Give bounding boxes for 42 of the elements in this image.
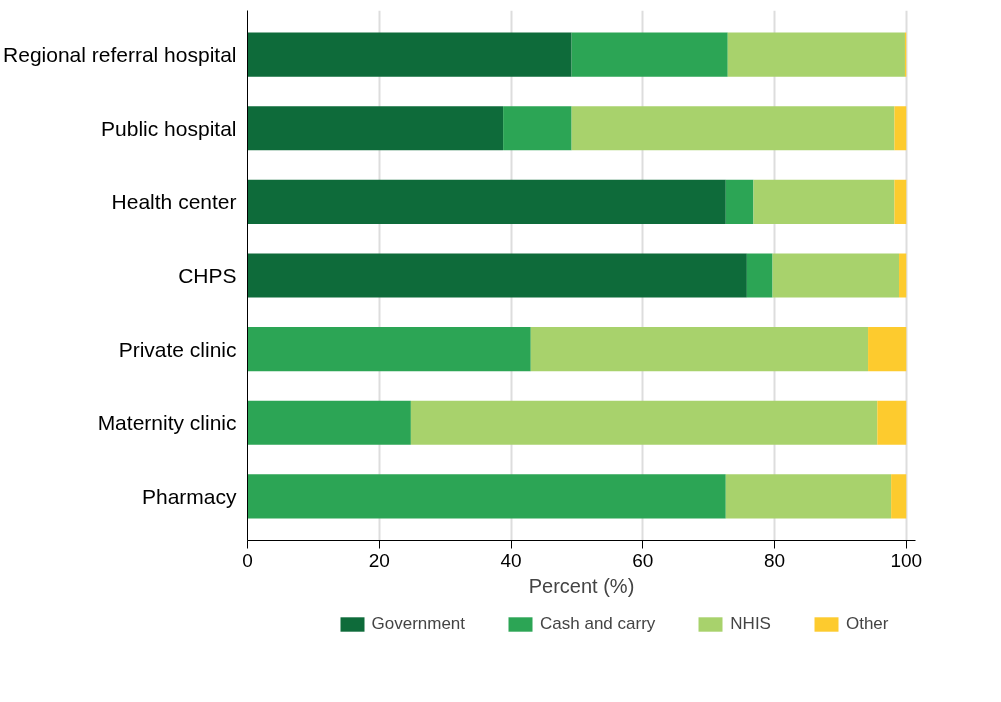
- y-tick-label: Regional referral hospital: [3, 43, 237, 67]
- x-tick-label: 0: [242, 549, 253, 571]
- legend-label: Other: [845, 614, 889, 634]
- bar: [410, 400, 878, 445]
- x-tick-label: 20: [368, 549, 390, 571]
- bar: [247, 179, 726, 224]
- bar: [753, 179, 895, 224]
- bar: [247, 327, 531, 372]
- bar: [247, 253, 747, 298]
- bar: [247, 400, 411, 445]
- x-axis-title: Percent (%): [528, 574, 635, 597]
- legend-label: Government: [371, 614, 466, 634]
- bar: [503, 106, 572, 151]
- legend-label: Cash and carry: [540, 614, 656, 634]
- y-tick-label: Private clinic: [118, 337, 237, 361]
- y-tick-label: Public hospital: [101, 116, 237, 140]
- x-tick-label: 100: [890, 549, 923, 571]
- bar: [727, 32, 905, 77]
- bar: [725, 179, 754, 224]
- y-tick-label: CHPS: [178, 264, 237, 287]
- bar: [894, 179, 907, 224]
- bar: [571, 32, 728, 77]
- bar: [772, 253, 900, 298]
- bar: [247, 106, 504, 151]
- bar: [725, 474, 892, 519]
- x-tick-label: 80: [763, 549, 786, 571]
- x-tick-label: 60: [632, 549, 654, 571]
- y-tick-label: Health center: [111, 190, 237, 214]
- bar: [891, 474, 907, 519]
- bar: [877, 400, 907, 445]
- x-tick-label: 40: [500, 549, 522, 571]
- bar: [894, 106, 907, 151]
- bar: [247, 474, 726, 519]
- legend-label: NHIS: [730, 614, 771, 634]
- bar: [247, 32, 572, 77]
- bar: [899, 253, 907, 298]
- bar: [746, 253, 773, 298]
- bar: [868, 327, 907, 372]
- y-tick-label: Pharmacy: [141, 484, 237, 508]
- bar: [571, 106, 895, 151]
- bar: [530, 327, 869, 372]
- y-tick-label: Maternity clinic: [97, 411, 237, 435]
